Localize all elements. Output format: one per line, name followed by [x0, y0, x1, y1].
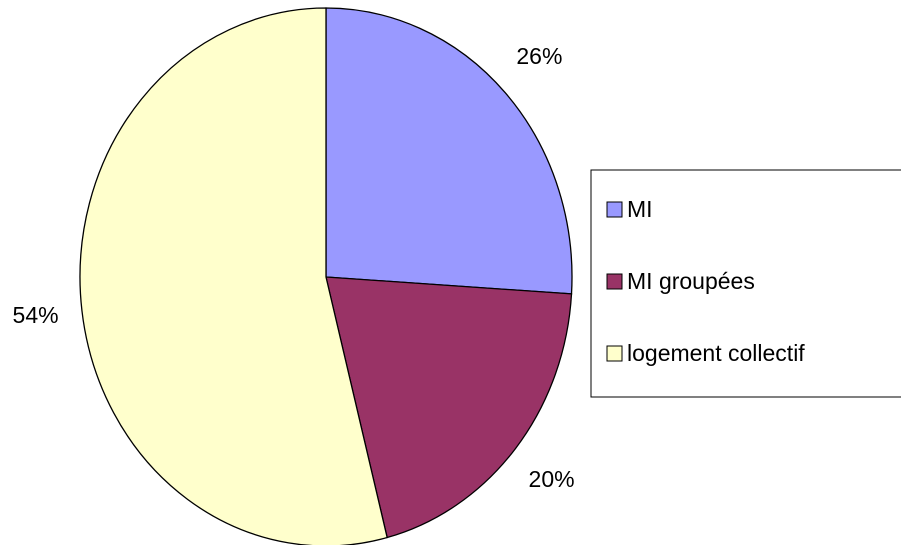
legend-label: MI groupées — [627, 268, 755, 294]
legend-swatch — [606, 201, 623, 218]
pie-slice — [79, 7, 388, 545]
legend-swatch — [606, 273, 623, 290]
legend-label: logement collectif — [627, 340, 805, 366]
pie-slice — [325, 276, 573, 539]
legend-box — [590, 169, 901, 398]
data-label: 54% — [13, 302, 59, 328]
data-label: 20% — [529, 466, 575, 492]
pie-slice — [325, 7, 573, 295]
data-label: 26% — [516, 43, 562, 69]
legend-label: MI — [627, 196, 653, 222]
legend-swatch — [606, 345, 623, 362]
